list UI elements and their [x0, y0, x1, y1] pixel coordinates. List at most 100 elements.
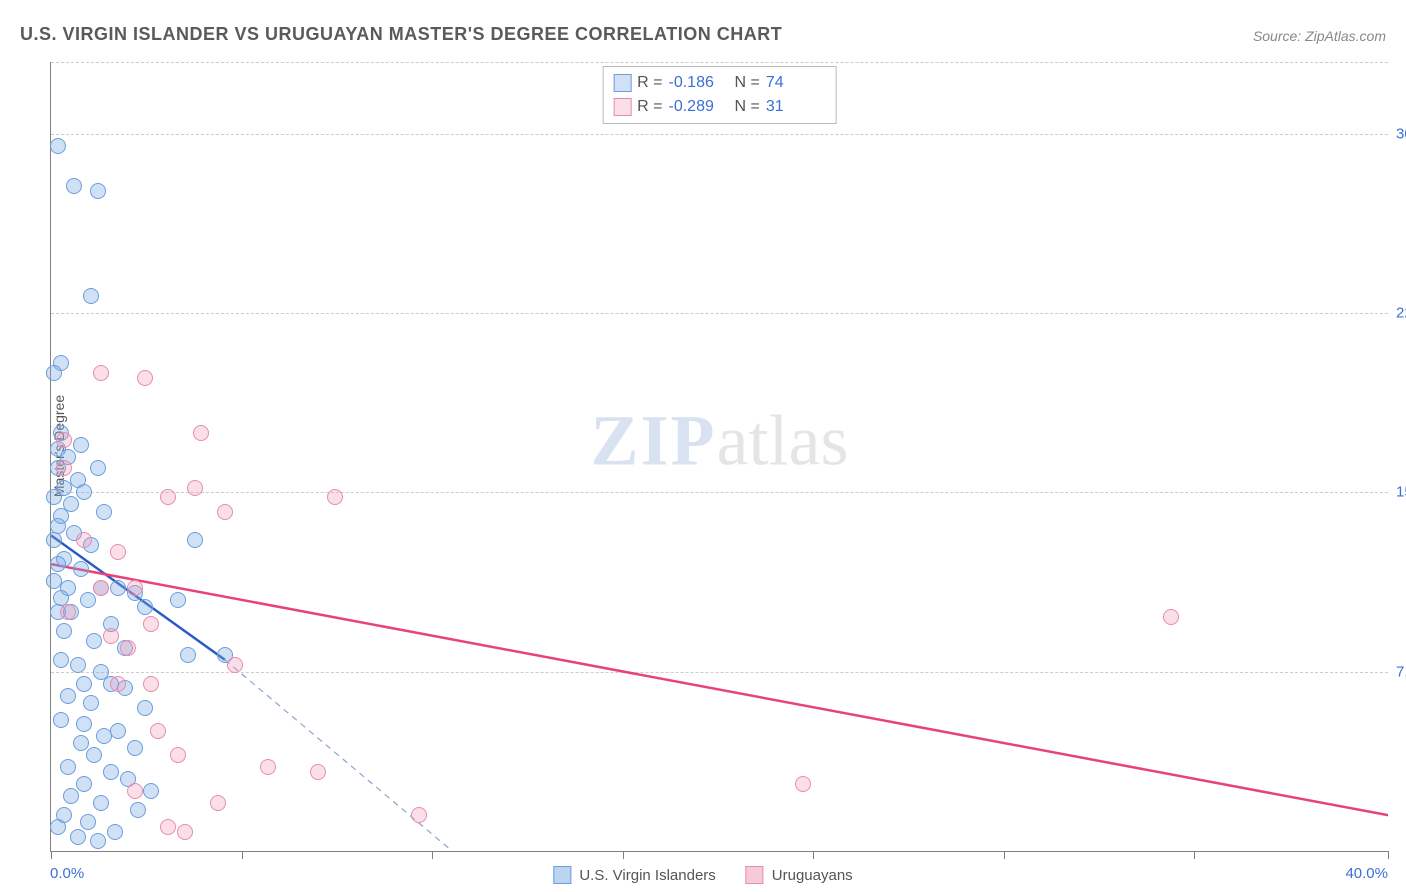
- scatter-point: [86, 747, 102, 763]
- legend-swatch-2: [613, 98, 631, 116]
- scatter-point: [73, 561, 89, 577]
- scatter-point: [46, 365, 62, 381]
- scatter-point: [143, 783, 159, 799]
- scatter-point: [70, 829, 86, 845]
- scatter-point: [193, 425, 209, 441]
- x-tick: [51, 851, 52, 859]
- scatter-point: [177, 824, 193, 840]
- scatter-point: [210, 795, 226, 811]
- scatter-point: [60, 688, 76, 704]
- scatter-point: [327, 489, 343, 505]
- scatter-point: [50, 556, 66, 572]
- scatter-point: [73, 437, 89, 453]
- scatter-point: [96, 504, 112, 520]
- scatter-point: [80, 814, 96, 830]
- chart-container: U.S. VIRGIN ISLANDER VS URUGUAYAN MASTER…: [0, 0, 1406, 892]
- scatter-point: [411, 807, 427, 823]
- x-tick: [1004, 851, 1005, 859]
- scatter-point: [66, 178, 82, 194]
- y-tick-label: 22.5%: [1390, 305, 1406, 322]
- scatter-point: [76, 676, 92, 692]
- scatter-point: [187, 532, 203, 548]
- scatter-point: [110, 544, 126, 560]
- legend-item-2: Uruguayans: [746, 866, 853, 884]
- scatter-point: [50, 138, 66, 154]
- x-axis-max-label: 40.0%: [1345, 865, 1388, 882]
- legend-item-1: U.S. Virgin Islanders: [553, 866, 715, 884]
- scatter-point: [110, 580, 126, 596]
- gridline-h: [51, 134, 1388, 135]
- legend-swatch-bottom-2: [746, 866, 764, 884]
- scatter-point: [227, 657, 243, 673]
- scatter-point: [217, 504, 233, 520]
- trend-line: [51, 564, 1388, 815]
- scatter-point: [127, 740, 143, 756]
- chart-title: U.S. VIRGIN ISLANDER VS URUGUAYAN MASTER…: [20, 24, 782, 45]
- legend-swatch-bottom-1: [553, 866, 571, 884]
- x-tick: [1388, 851, 1389, 859]
- scatter-point: [56, 460, 72, 476]
- plot-area: ZIPatlas R = -0.186 N = 74 R = -0.289 N …: [50, 62, 1388, 852]
- scatter-point: [180, 647, 196, 663]
- scatter-point: [143, 616, 159, 632]
- scatter-point: [107, 824, 123, 840]
- scatter-point: [96, 728, 112, 744]
- legend-swatch-1: [613, 74, 631, 92]
- x-tick: [1194, 851, 1195, 859]
- legend-row-series-1: R = -0.186 N = 74: [613, 71, 826, 95]
- r-value-2: -0.289: [669, 95, 729, 119]
- scatter-point: [160, 819, 176, 835]
- scatter-point: [137, 700, 153, 716]
- source-attribution: Source: ZipAtlas.com: [1253, 28, 1386, 44]
- x-tick: [813, 851, 814, 859]
- gridline-h: [51, 313, 1388, 314]
- scatter-point: [73, 735, 89, 751]
- scatter-point: [60, 759, 76, 775]
- scatter-point: [93, 580, 109, 596]
- scatter-point: [143, 676, 159, 692]
- scatter-point: [90, 460, 106, 476]
- correlation-legend: R = -0.186 N = 74 R = -0.289 N = 31: [602, 66, 837, 124]
- y-tick-label: 30.0%: [1390, 125, 1406, 142]
- scatter-point: [53, 652, 69, 668]
- scatter-point: [170, 747, 186, 763]
- scatter-point: [1163, 609, 1179, 625]
- legend-label-1: U.S. Virgin Islanders: [579, 867, 715, 884]
- scatter-point: [56, 623, 72, 639]
- scatter-point: [103, 764, 119, 780]
- scatter-point: [795, 776, 811, 792]
- x-tick: [623, 851, 624, 859]
- scatter-point: [93, 795, 109, 811]
- scatter-point: [170, 592, 186, 608]
- watermark: ZIPatlas: [591, 399, 849, 482]
- r-value-1: -0.186: [669, 71, 729, 95]
- x-tick: [432, 851, 433, 859]
- scatter-point: [80, 592, 96, 608]
- x-tick: [242, 851, 243, 859]
- gridline-h: [51, 492, 1388, 493]
- scatter-point: [130, 802, 146, 818]
- scatter-point: [63, 788, 79, 804]
- scatter-point: [76, 716, 92, 732]
- scatter-point: [76, 532, 92, 548]
- scatter-point: [260, 759, 276, 775]
- scatter-point: [110, 676, 126, 692]
- scatter-point: [53, 712, 69, 728]
- legend-label-2: Uruguayans: [772, 867, 853, 884]
- scatter-point: [60, 604, 76, 620]
- n-value-2: 31: [766, 95, 826, 119]
- scatter-point: [310, 764, 326, 780]
- scatter-point: [103, 628, 119, 644]
- scatter-point: [160, 489, 176, 505]
- scatter-point: [127, 580, 143, 596]
- scatter-point: [187, 480, 203, 496]
- scatter-point: [90, 833, 106, 849]
- gridline-h: [51, 62, 1388, 63]
- scatter-point: [93, 365, 109, 381]
- scatter-point: [137, 599, 153, 615]
- scatter-point: [127, 783, 143, 799]
- scatter-point: [76, 484, 92, 500]
- scatter-point: [83, 288, 99, 304]
- scatter-point: [46, 532, 62, 548]
- gridline-h: [51, 672, 1388, 673]
